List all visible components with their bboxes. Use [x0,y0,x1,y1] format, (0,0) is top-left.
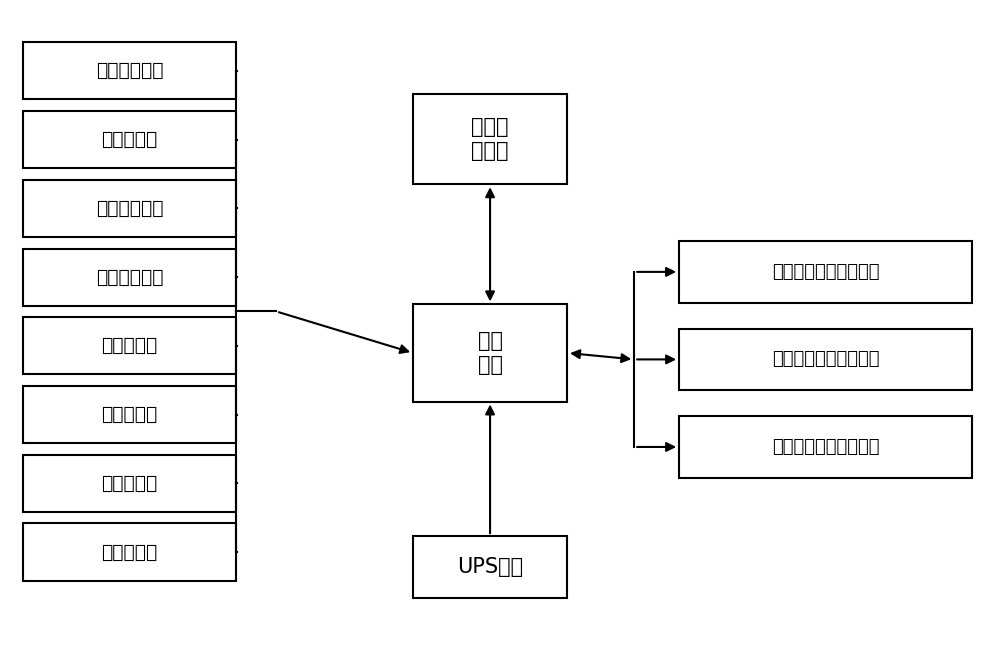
Bar [23,111,236,168]
Text: UPS电源: UPS电源 [457,557,523,577]
Text: 功率传感器: 功率传感器 [101,473,158,492]
Bar [413,536,567,598]
Bar [23,317,236,374]
Bar [413,94,567,184]
Text: 水位传感器: 水位传感器 [101,336,158,355]
Text: 温湿度传感器: 温湿度传感器 [96,267,163,286]
Text: 远程传
输单元: 远程传 输单元 [471,116,509,162]
Bar [23,386,236,443]
Text: 转速传感器: 转速传感器 [101,130,158,149]
Bar [679,416,972,478]
Text: 控制
主机: 控制 主机 [478,330,503,375]
Text: 流量传感器: 流量传感器 [101,543,158,562]
Bar [679,241,972,303]
Bar [23,180,236,237]
Text: 声音传感器: 声音传感器 [101,405,158,424]
Text: 加速度传感器: 加速度传感器 [96,199,163,218]
Bar [23,455,236,512]
Bar [23,523,236,581]
Text: 灌溉管道压力控制组件: 灌溉管道压力控制组件 [772,263,879,281]
Bar [413,304,567,402]
Text: 灌溉管道压力控制组件: 灌溉管道压力控制组件 [772,351,879,368]
Text: 水压力传感器: 水压力传感器 [96,61,163,80]
Text: 灌溉管道压力控制组件: 灌溉管道压力控制组件 [772,438,879,456]
Bar [679,328,972,390]
Bar [23,249,236,305]
Bar [23,43,236,99]
